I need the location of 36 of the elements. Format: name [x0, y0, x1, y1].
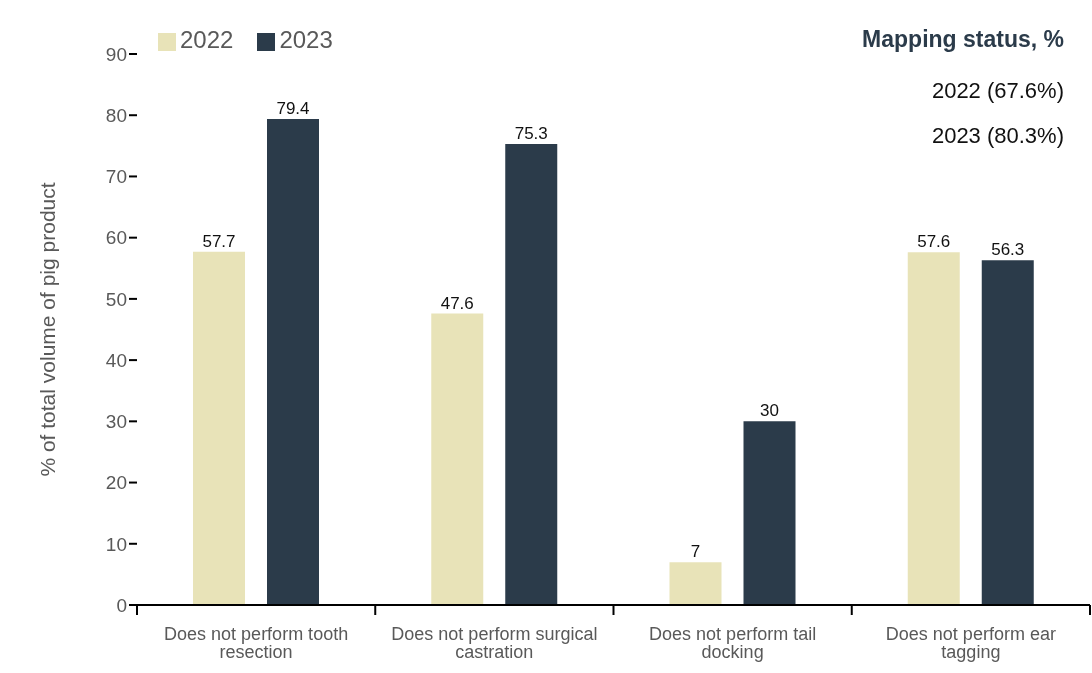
data-label: 56.3 — [991, 240, 1025, 260]
bar — [431, 313, 484, 605]
y-tick-label: 60 — [105, 227, 127, 249]
y-tick-label: 80 — [105, 104, 127, 126]
data-label: 7 — [690, 542, 701, 562]
y-tick-label: 50 — [105, 288, 127, 310]
y-tick-label: 0 — [116, 594, 127, 616]
data-label: 57.7 — [202, 231, 236, 251]
x-tick-label: Does not perform tooth resection — [164, 623, 349, 662]
x-tick-label: Does not perform ear tagging — [885, 623, 1056, 662]
bar — [981, 260, 1034, 605]
bar — [669, 562, 722, 605]
data-label: 47.6 — [440, 293, 474, 313]
y-tick-label: 10 — [105, 533, 127, 555]
y-axis-title: % of total volume of pig product — [36, 182, 60, 477]
y-tick-label: 90 — [105, 43, 127, 65]
y-tick-label: 70 — [105, 166, 127, 188]
bar — [193, 251, 245, 605]
annotation: 2023 (80.3%) — [931, 123, 1064, 149]
text: Mapping status, % — [862, 26, 1064, 53]
bar — [505, 144, 558, 605]
bar — [743, 421, 796, 605]
y-tick-label: 40 — [105, 349, 127, 371]
bar — [907, 252, 960, 605]
x-tick-label: Does not perform surgical castration — [391, 623, 598, 662]
y-tick-label: 20 — [105, 472, 127, 494]
bar — [267, 118, 319, 605]
data-label: 57.6 — [917, 232, 951, 252]
data-label: 30 — [760, 401, 779, 421]
legend-label: 2023 — [279, 26, 333, 53]
data-label: 79.4 — [276, 98, 310, 118]
x-tick-label: Does not perform tail docking — [649, 623, 817, 662]
legend-label: 2022 — [180, 26, 234, 53]
y-tick-label: 30 — [105, 411, 127, 433]
annotation: 2022 (67.6%) — [931, 78, 1064, 104]
data-label: 75.3 — [514, 124, 548, 143]
